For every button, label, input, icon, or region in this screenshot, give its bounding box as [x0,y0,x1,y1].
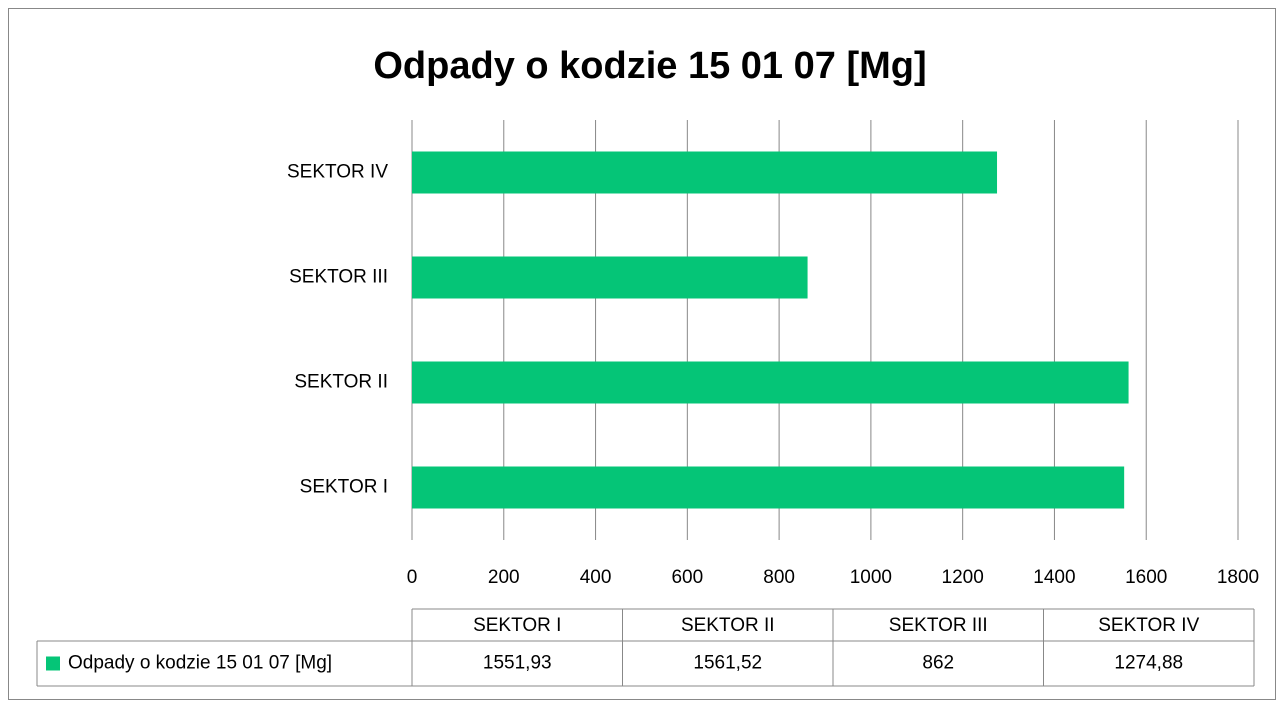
bar [412,466,1125,509]
x-tick-label: 1800 [1217,567,1259,588]
x-tick-label: 400 [580,567,612,588]
bar [412,361,1129,404]
x-tick-label: 800 [763,567,795,588]
table-header: SEKTOR IV [1098,615,1199,636]
bar [412,256,808,299]
x-tick-label: 1200 [942,567,984,588]
y-tick-label: SEKTOR IV [287,162,388,183]
x-tick-label: 600 [671,567,703,588]
x-tick-label: 1600 [1125,567,1167,588]
chart-border [8,8,1276,700]
table-header: SEKTOR II [681,615,775,636]
x-tick-label: 1400 [1033,567,1075,588]
chart-title: Odpady o kodzie 15 01 07 [Mg] [373,45,926,87]
y-tick-label: SEKTOR III [289,267,388,288]
table-value: 1274,88 [1114,653,1183,674]
table-value: 1551,93 [483,653,552,674]
table-value: 862 [922,653,954,674]
y-tick-label: SEKTOR I [300,477,388,498]
x-tick-label: 200 [488,567,520,588]
x-tick-label: 0 [407,567,418,588]
legend-label: Odpady o kodzie 15 01 07 [Mg] [68,653,332,674]
legend-swatch [46,656,60,671]
table-header: SEKTOR III [889,615,988,636]
bar [412,151,998,194]
x-tick-label: 1000 [850,567,892,588]
table-value: 1561,52 [693,653,762,674]
y-tick-label: SEKTOR II [294,372,388,393]
table-header: SEKTOR I [473,615,561,636]
